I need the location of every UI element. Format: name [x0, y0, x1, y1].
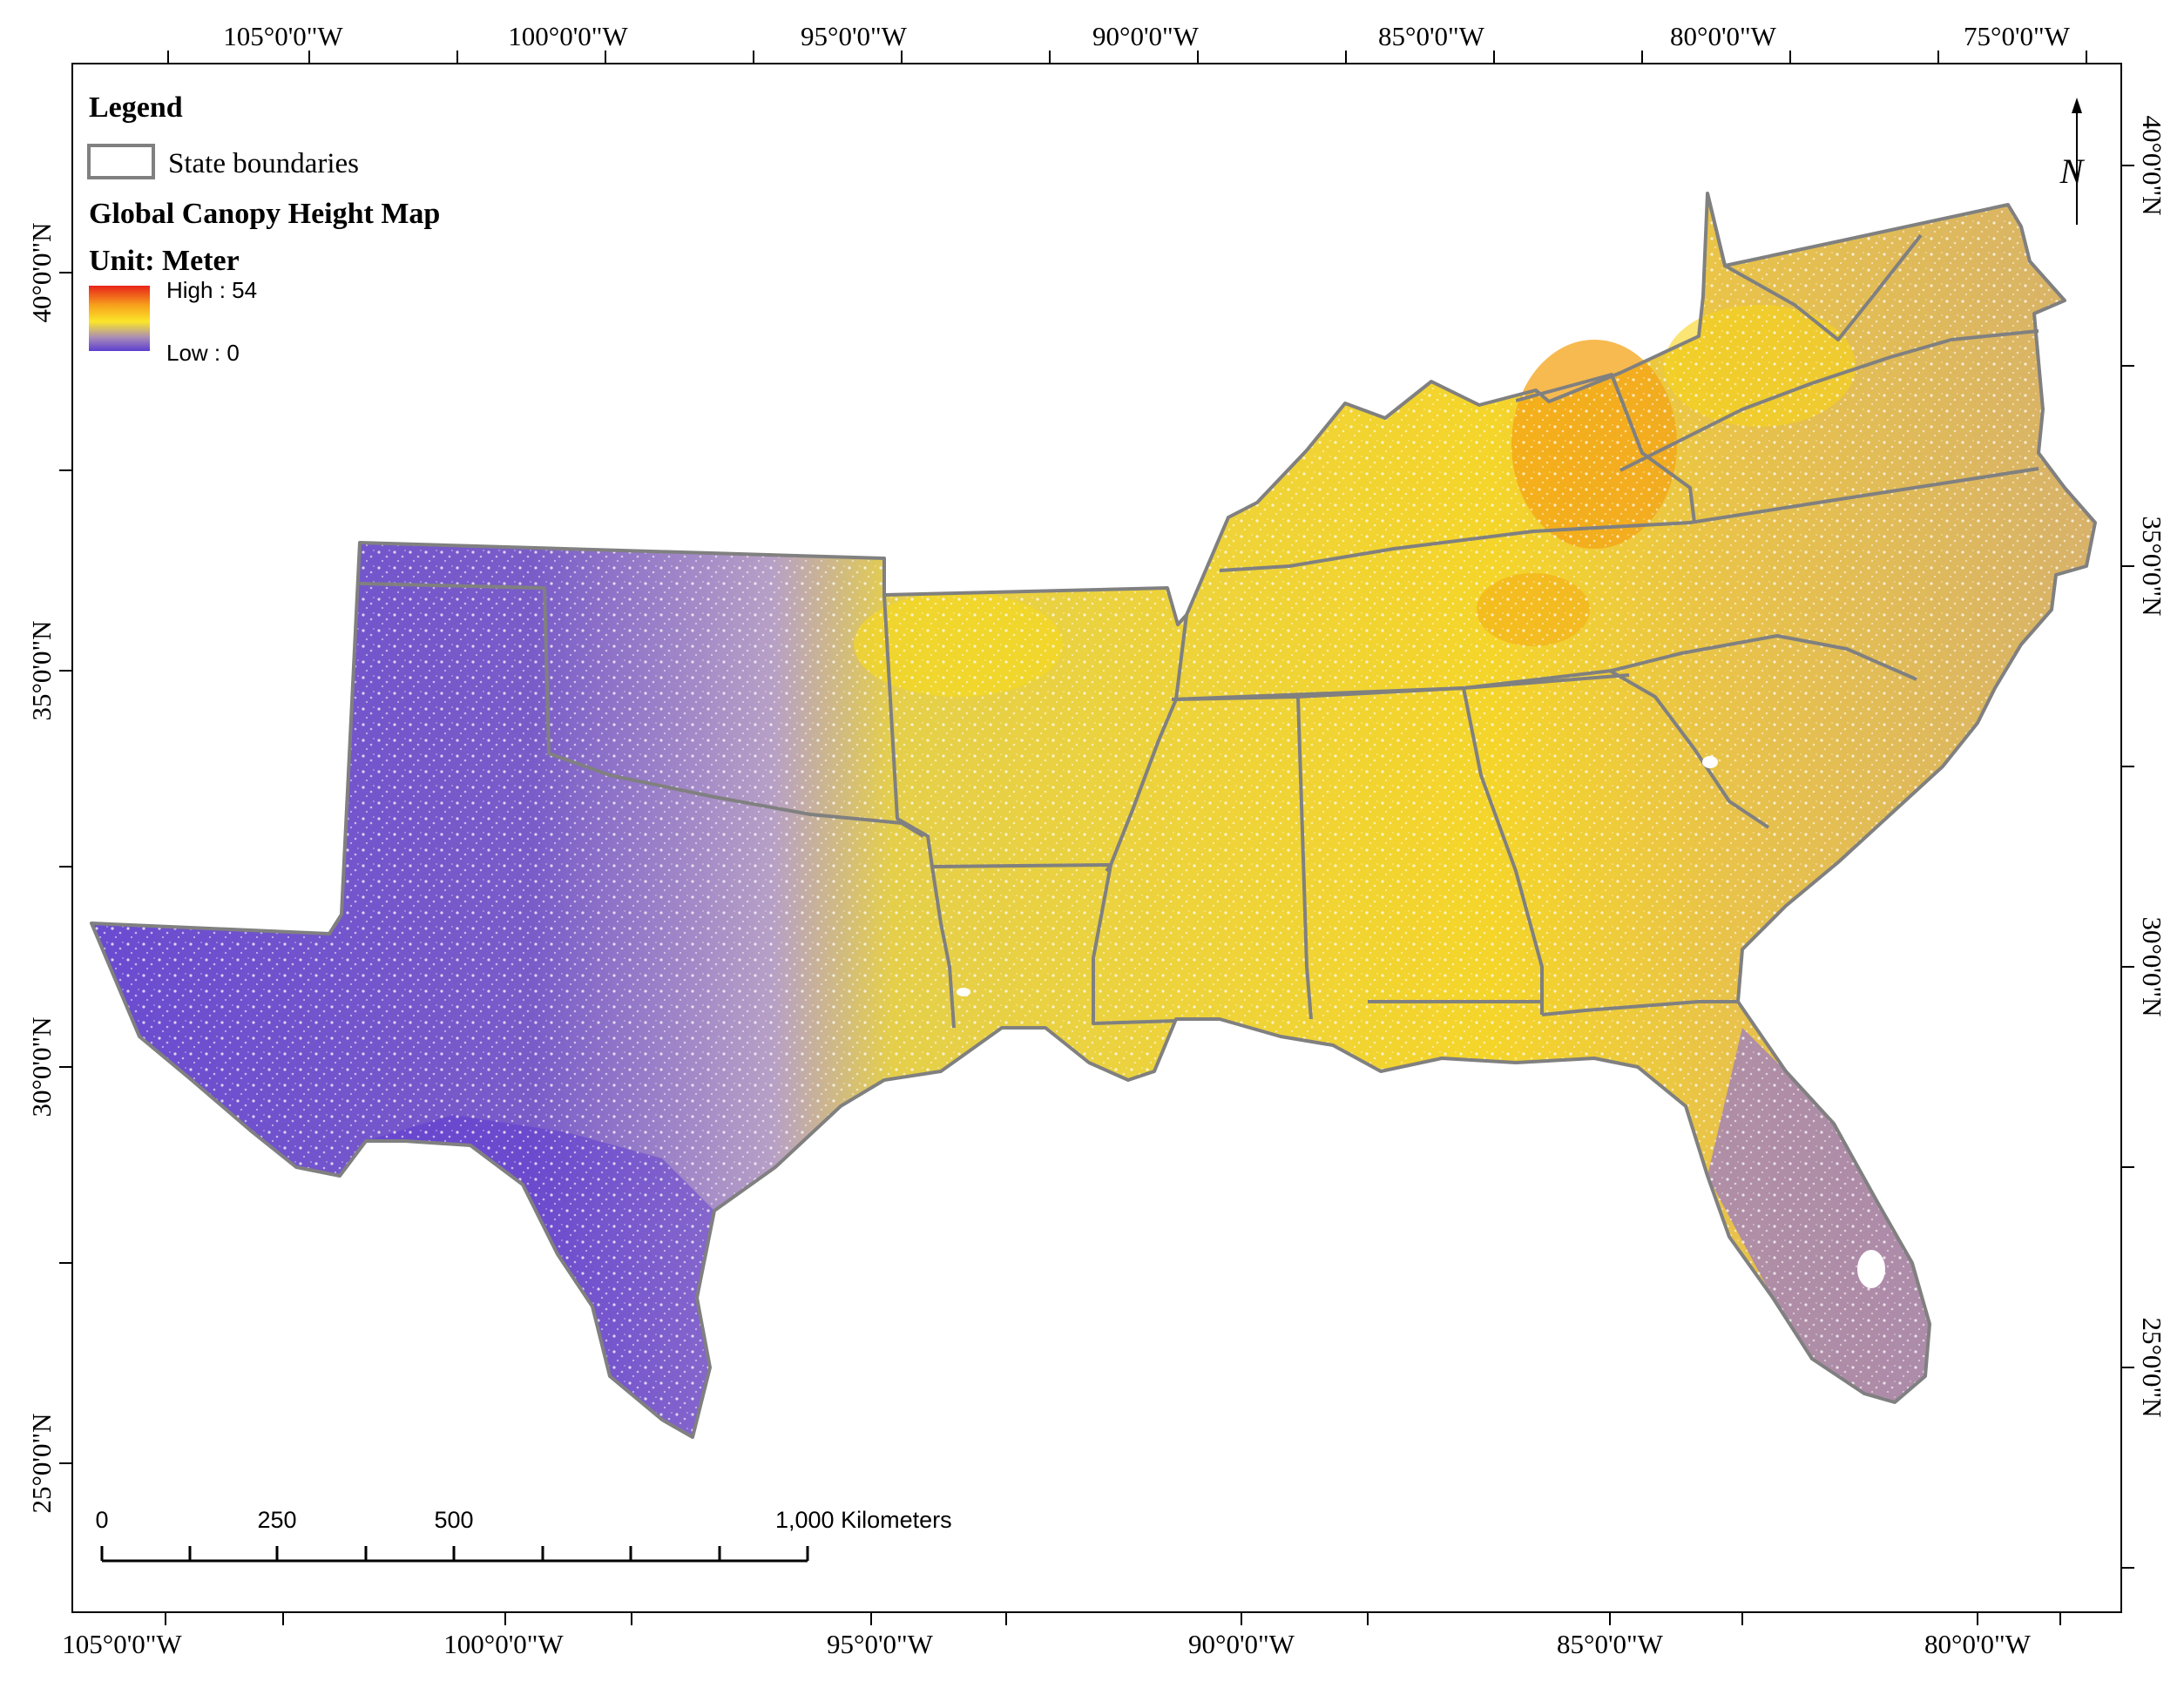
bottom-axis-label: 100°0'0"W [443, 1629, 564, 1659]
top-axis-labels: 105°0'0"W 100°0'0"W 95°0'0"W 90°0'0"W 85… [223, 21, 2070, 51]
north-arrow: N [2059, 98, 2086, 225]
top-axis-label: 95°0'0"W [801, 21, 908, 51]
state-boundaries [359, 192, 2039, 1029]
boundary-label: State boundaries [168, 148, 359, 179]
color-ramp [89, 286, 150, 351]
top-axis-label: 80°0'0"W [1670, 21, 1777, 51]
scale-label: 0 [95, 1507, 108, 1533]
scale-label: 1,000 Kilometers [775, 1507, 952, 1533]
map-title: Global Canopy Height Map [89, 198, 440, 230]
right-axis-label: 25°0'0"N [2137, 1317, 2167, 1417]
bottom-axis-label: 85°0'0"W [1557, 1629, 1664, 1659]
scale-label: 250 [257, 1507, 296, 1533]
bottom-axis-labels: 105°0'0"W 100°0'0"W 95°0'0"W 90°0'0"W 85… [62, 1629, 2031, 1659]
legend-heading: Legend [89, 91, 183, 124]
right-axis-label: 35°0'0"N [2137, 516, 2167, 616]
unit-label: Unit: Meter [89, 245, 240, 277]
map-frame [71, 63, 2122, 1613]
bottom-axis-label: 105°0'0"W [62, 1629, 182, 1659]
frame-ticks [59, 51, 2134, 1625]
right-axis-labels: 40°0'0"N 35°0'0"N 30°0'0"N 25°0'0"N [2137, 115, 2167, 1417]
left-axis-label: 30°0'0"N [26, 1016, 57, 1117]
left-axis-label: 35°0'0"N [26, 620, 57, 720]
water-bodies [957, 756, 1885, 1288]
top-axis-label: 105°0'0"W [223, 21, 343, 51]
low-label: Low : 0 [166, 340, 240, 366]
left-axis-label: 25°0'0"N [26, 1413, 57, 1513]
top-axis-label: 75°0'0"W [1964, 21, 2071, 51]
left-axis-label: 40°0'0"N [26, 222, 57, 322]
left-axis-labels: 40°0'0"N 35°0'0"N 30°0'0"N 25°0'0"N [26, 222, 57, 1513]
scale-bar: 0 250 500 1,000 Kilometers [95, 1507, 952, 1563]
boundary-swatch [87, 144, 155, 179]
canopy-raster [90, 192, 2097, 1439]
right-axis-label: 30°0'0"N [2137, 916, 2167, 1016]
bottom-axis-label: 90°0'0"W [1188, 1629, 1295, 1659]
bottom-axis-label: 80°0'0"W [1924, 1629, 2032, 1659]
north-arrow-symbol: N [2059, 152, 2086, 191]
right-axis-label: 40°0'0"N [2137, 115, 2167, 215]
high-label: High : 54 [166, 277, 257, 303]
top-axis-label: 85°0'0"W [1378, 21, 1485, 51]
scale-label: 500 [434, 1507, 473, 1533]
top-axis-label: 90°0'0"W [1092, 21, 1200, 51]
top-axis-label: 100°0'0"W [508, 21, 628, 51]
legend: Legend State boundaries Global Canopy He… [87, 91, 440, 366]
bottom-axis-label: 95°0'0"W [827, 1629, 934, 1659]
